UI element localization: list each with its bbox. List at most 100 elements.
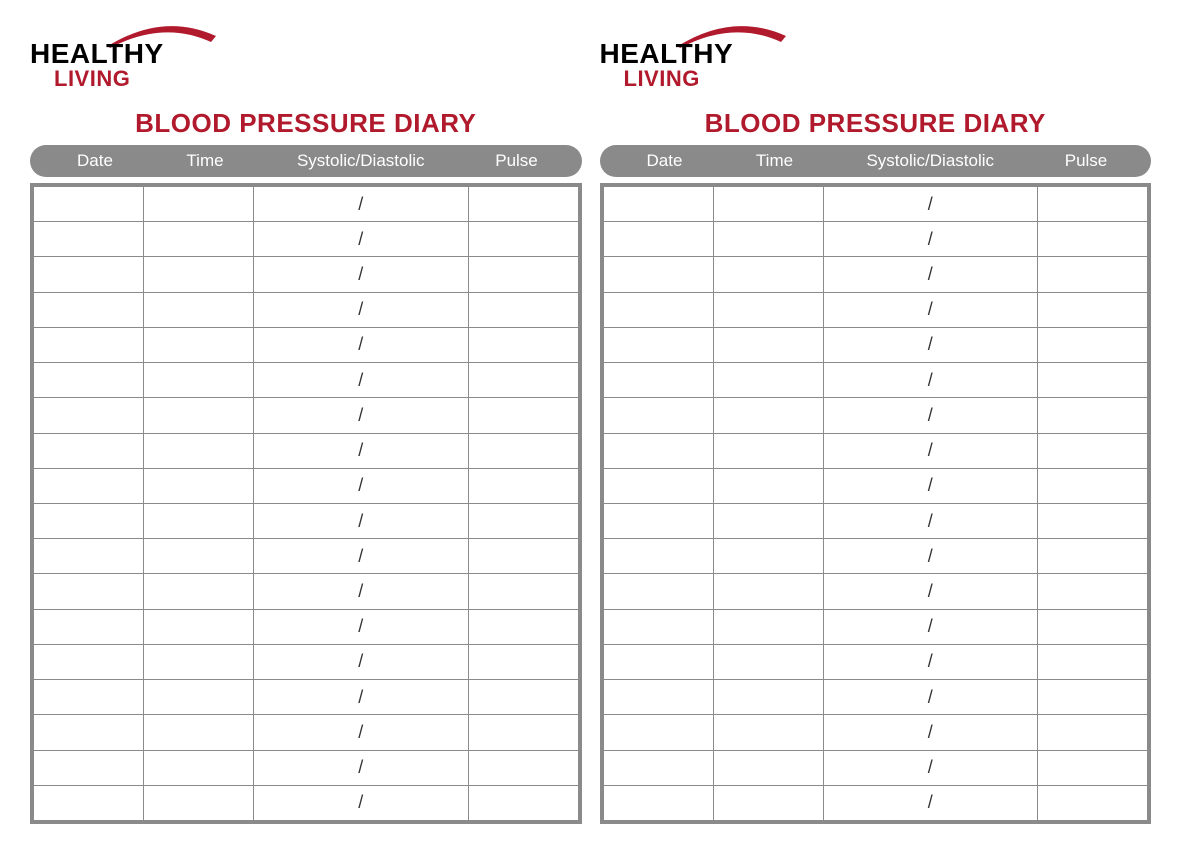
cell-sysdia[interactable]: / bbox=[254, 609, 469, 644]
cell-date[interactable] bbox=[603, 468, 713, 503]
cell-time[interactable] bbox=[713, 468, 823, 503]
cell-sysdia[interactable]: / bbox=[823, 750, 1038, 785]
cell-date[interactable] bbox=[603, 187, 713, 222]
cell-date[interactable] bbox=[603, 539, 713, 574]
cell-pulse[interactable] bbox=[1038, 363, 1148, 398]
cell-time[interactable] bbox=[713, 257, 823, 292]
cell-pulse[interactable] bbox=[468, 539, 578, 574]
cell-time[interactable] bbox=[713, 363, 823, 398]
cell-time[interactable] bbox=[144, 680, 254, 715]
cell-time[interactable] bbox=[713, 222, 823, 257]
cell-date[interactable] bbox=[34, 644, 144, 679]
cell-time[interactable] bbox=[144, 750, 254, 785]
cell-time[interactable] bbox=[713, 644, 823, 679]
cell-time[interactable] bbox=[144, 644, 254, 679]
cell-pulse[interactable] bbox=[1038, 187, 1148, 222]
cell-sysdia[interactable]: / bbox=[254, 222, 469, 257]
cell-sysdia[interactable]: / bbox=[823, 715, 1038, 750]
cell-pulse[interactable] bbox=[468, 503, 578, 538]
cell-date[interactable] bbox=[34, 750, 144, 785]
cell-pulse[interactable] bbox=[468, 257, 578, 292]
cell-time[interactable] bbox=[713, 750, 823, 785]
cell-date[interactable] bbox=[603, 503, 713, 538]
cell-sysdia[interactable]: / bbox=[823, 398, 1038, 433]
cell-date[interactable] bbox=[34, 574, 144, 609]
cell-sysdia[interactable]: / bbox=[823, 609, 1038, 644]
cell-pulse[interactable] bbox=[1038, 785, 1148, 820]
cell-pulse[interactable] bbox=[1038, 222, 1148, 257]
cell-date[interactable] bbox=[34, 785, 144, 820]
cell-time[interactable] bbox=[144, 609, 254, 644]
cell-sysdia[interactable]: / bbox=[254, 327, 469, 362]
cell-sysdia[interactable]: / bbox=[254, 539, 469, 574]
cell-time[interactable] bbox=[144, 503, 254, 538]
cell-date[interactable] bbox=[603, 363, 713, 398]
cell-sysdia[interactable]: / bbox=[823, 363, 1038, 398]
cell-date[interactable] bbox=[34, 292, 144, 327]
cell-date[interactable] bbox=[34, 539, 144, 574]
cell-pulse[interactable] bbox=[1038, 609, 1148, 644]
cell-pulse[interactable] bbox=[468, 292, 578, 327]
cell-sysdia[interactable]: / bbox=[823, 644, 1038, 679]
cell-time[interactable] bbox=[144, 363, 254, 398]
cell-sysdia[interactable]: / bbox=[823, 292, 1038, 327]
cell-sysdia[interactable]: / bbox=[254, 257, 469, 292]
cell-pulse[interactable] bbox=[1038, 292, 1148, 327]
cell-date[interactable] bbox=[34, 503, 144, 538]
cell-time[interactable] bbox=[713, 503, 823, 538]
cell-time[interactable] bbox=[713, 574, 823, 609]
cell-sysdia[interactable]: / bbox=[254, 785, 469, 820]
cell-time[interactable] bbox=[144, 222, 254, 257]
cell-date[interactable] bbox=[34, 468, 144, 503]
cell-sysdia[interactable]: / bbox=[823, 327, 1038, 362]
cell-date[interactable] bbox=[34, 680, 144, 715]
cell-pulse[interactable] bbox=[1038, 257, 1148, 292]
cell-time[interactable] bbox=[144, 574, 254, 609]
cell-date[interactable] bbox=[34, 327, 144, 362]
cell-pulse[interactable] bbox=[468, 785, 578, 820]
cell-sysdia[interactable]: / bbox=[823, 433, 1038, 468]
cell-date[interactable] bbox=[603, 574, 713, 609]
cell-date[interactable] bbox=[603, 292, 713, 327]
cell-pulse[interactable] bbox=[1038, 574, 1148, 609]
cell-pulse[interactable] bbox=[1038, 680, 1148, 715]
cell-date[interactable] bbox=[34, 187, 144, 222]
cell-sysdia[interactable]: / bbox=[823, 680, 1038, 715]
cell-date[interactable] bbox=[603, 433, 713, 468]
cell-pulse[interactable] bbox=[468, 222, 578, 257]
cell-pulse[interactable] bbox=[468, 327, 578, 362]
cell-sysdia[interactable]: / bbox=[254, 680, 469, 715]
cell-pulse[interactable] bbox=[468, 363, 578, 398]
cell-time[interactable] bbox=[713, 292, 823, 327]
cell-sysdia[interactable]: / bbox=[254, 363, 469, 398]
cell-time[interactable] bbox=[713, 680, 823, 715]
cell-sysdia[interactable]: / bbox=[254, 574, 469, 609]
cell-time[interactable] bbox=[713, 327, 823, 362]
cell-pulse[interactable] bbox=[468, 680, 578, 715]
cell-date[interactable] bbox=[603, 750, 713, 785]
cell-date[interactable] bbox=[603, 398, 713, 433]
cell-time[interactable] bbox=[144, 292, 254, 327]
cell-pulse[interactable] bbox=[1038, 433, 1148, 468]
cell-date[interactable] bbox=[603, 785, 713, 820]
cell-time[interactable] bbox=[144, 398, 254, 433]
cell-pulse[interactable] bbox=[468, 433, 578, 468]
cell-sysdia[interactable]: / bbox=[823, 187, 1038, 222]
cell-date[interactable] bbox=[603, 609, 713, 644]
cell-date[interactable] bbox=[603, 644, 713, 679]
cell-pulse[interactable] bbox=[1038, 539, 1148, 574]
cell-time[interactable] bbox=[713, 609, 823, 644]
cell-pulse[interactable] bbox=[468, 574, 578, 609]
cell-date[interactable] bbox=[34, 398, 144, 433]
cell-date[interactable] bbox=[603, 327, 713, 362]
cell-date[interactable] bbox=[34, 715, 144, 750]
cell-pulse[interactable] bbox=[1038, 327, 1148, 362]
cell-sysdia[interactable]: / bbox=[254, 503, 469, 538]
cell-pulse[interactable] bbox=[1038, 644, 1148, 679]
cell-date[interactable] bbox=[34, 257, 144, 292]
cell-pulse[interactable] bbox=[468, 398, 578, 433]
cell-time[interactable] bbox=[144, 327, 254, 362]
cell-sysdia[interactable]: / bbox=[823, 539, 1038, 574]
cell-pulse[interactable] bbox=[468, 644, 578, 679]
cell-sysdia[interactable]: / bbox=[823, 785, 1038, 820]
